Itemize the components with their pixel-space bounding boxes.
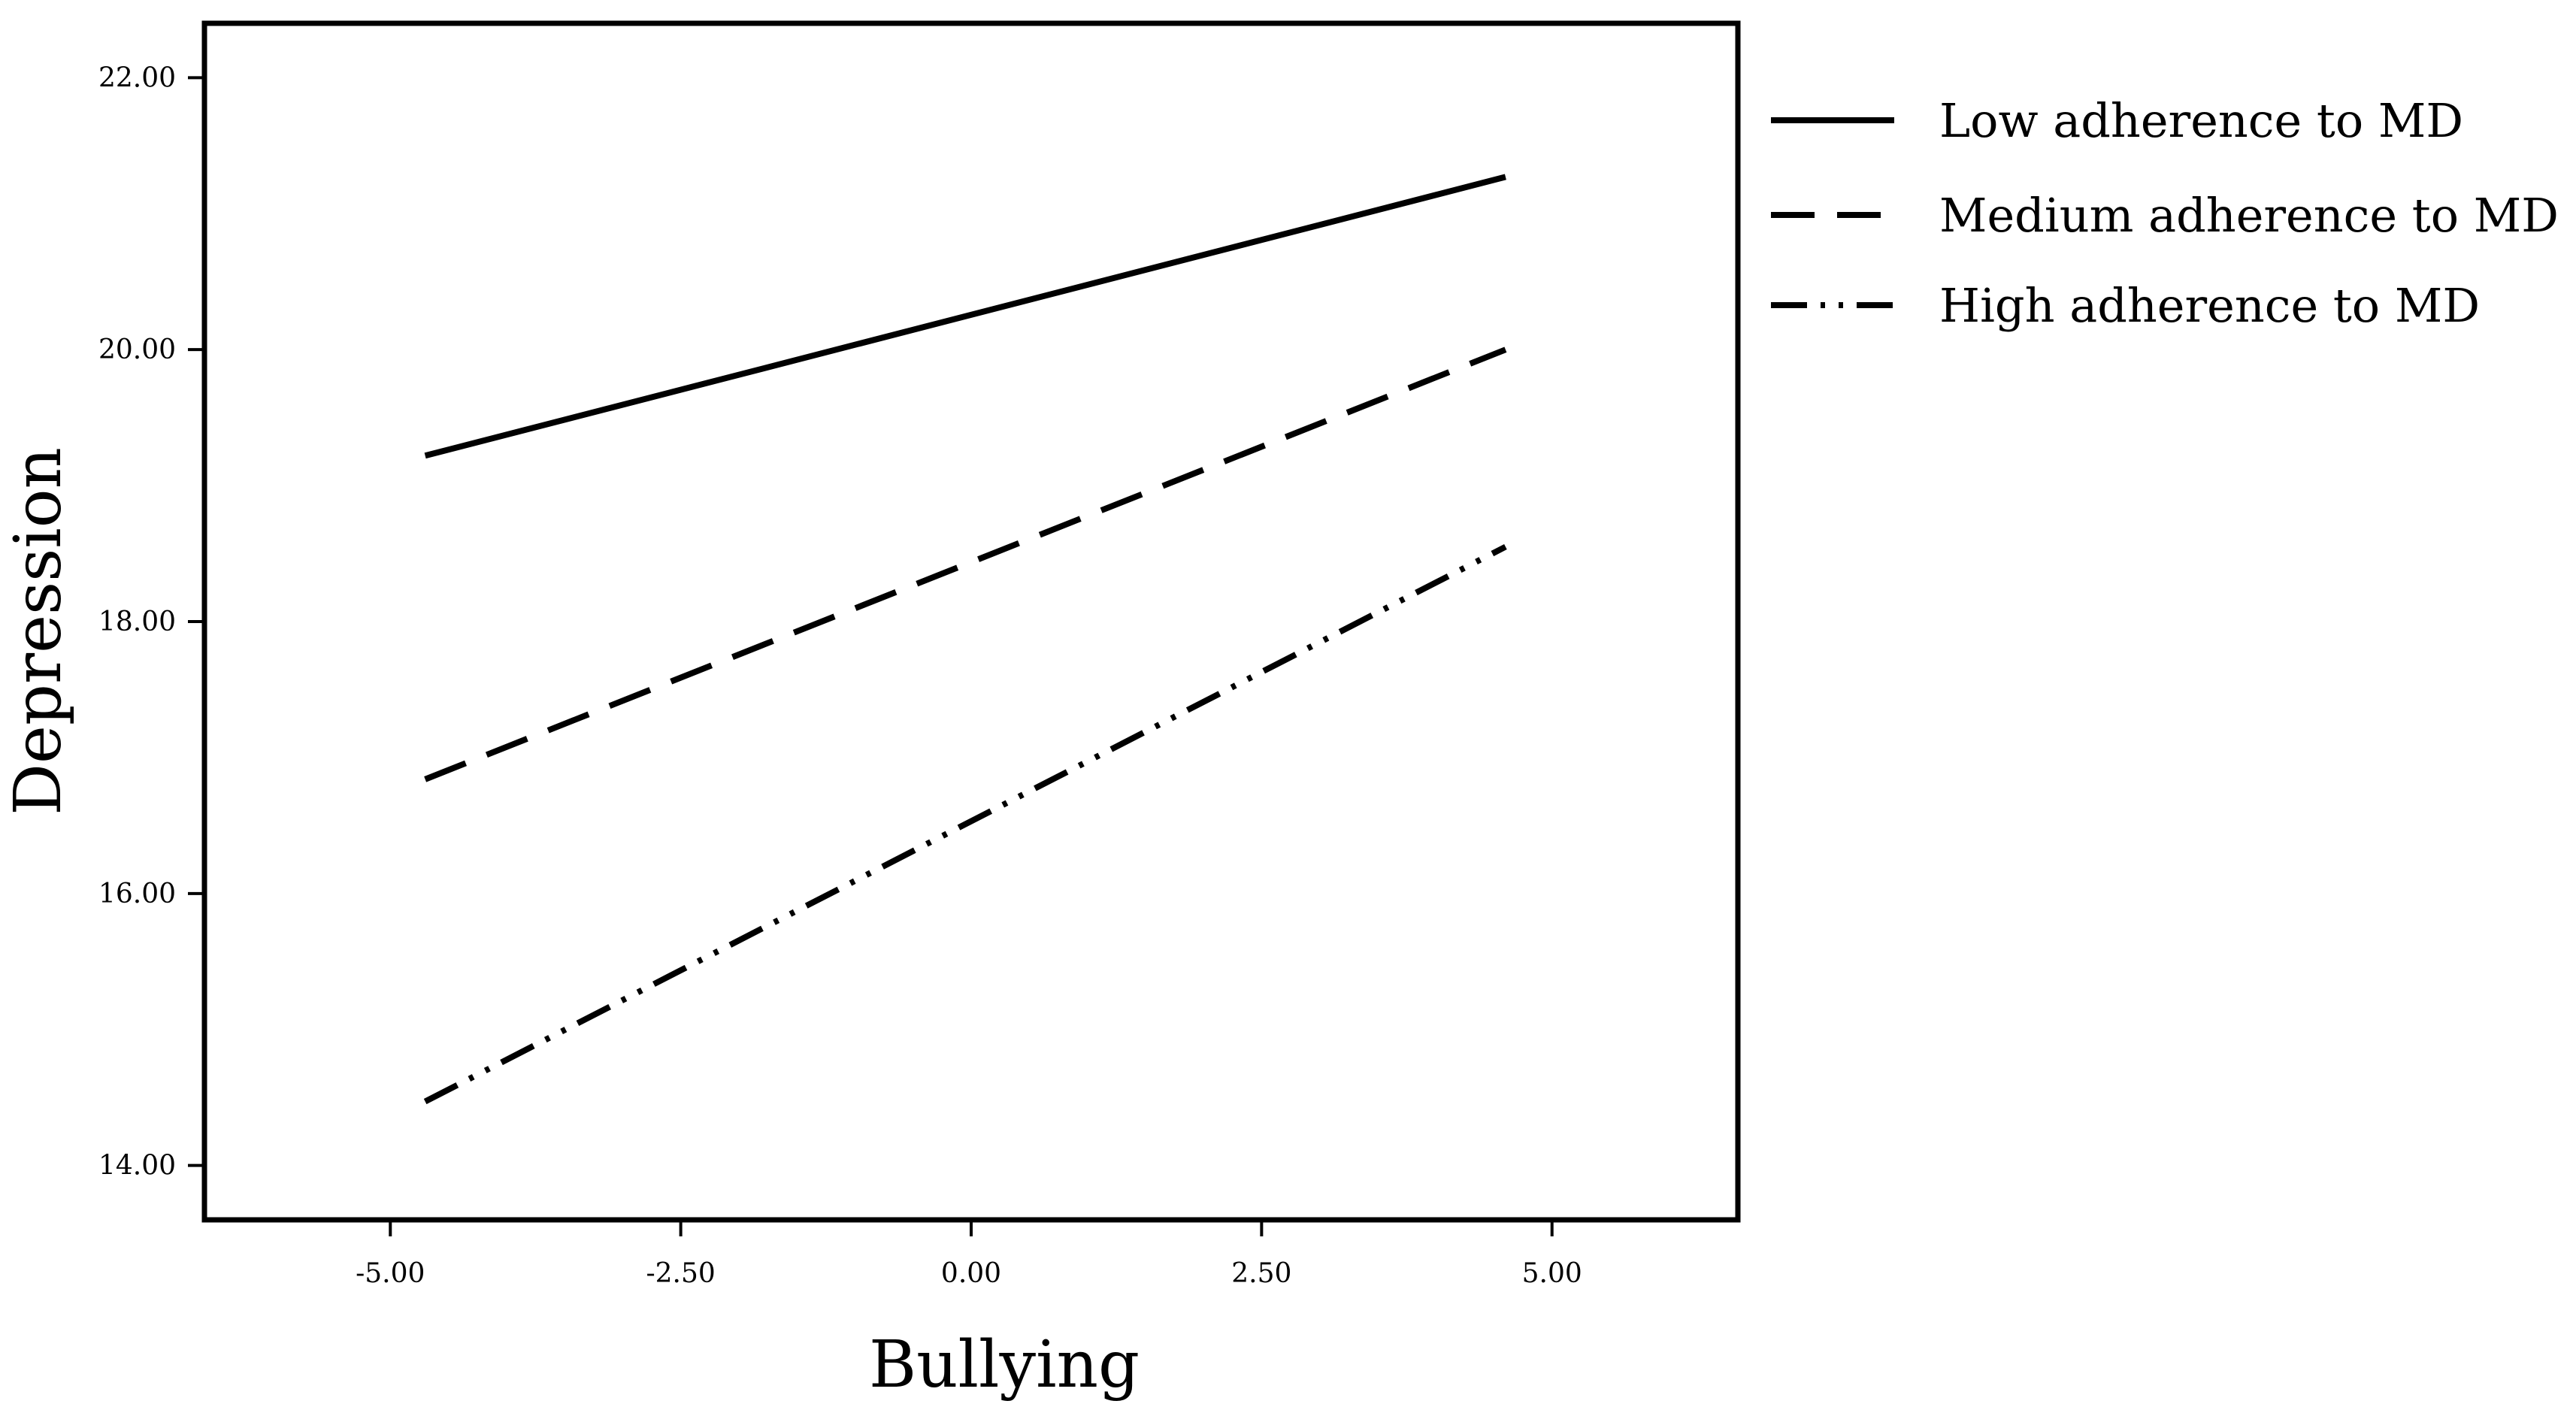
y-tick-label: 20.00 [98, 334, 176, 365]
legend-label: Low adherence to MD [1939, 93, 2463, 148]
x-tick-label: 2.50 [1231, 1258, 1291, 1289]
legend-label: High adherence to MD [1939, 278, 2480, 333]
x-tick-label: -2.50 [646, 1258, 715, 1289]
y-tick-label: 18.00 [98, 607, 176, 637]
y-axis-title: Depression [1, 447, 76, 815]
series-line-dash-dot-dot [423, 543, 1507, 1105]
x-axis: -5.00 -2.50 0.00 2.50 5.00 [356, 1220, 1582, 1289]
plot-frame [201, 20, 1741, 1223]
y-tick-label: 16.00 [98, 879, 176, 909]
series-line-dashed [424, 346, 1507, 782]
x-tick-label: 5.00 [1522, 1258, 1582, 1289]
x-tick-label: 0.00 [941, 1258, 1001, 1289]
legend: Low adherence to MD Medium adherence to M… [1771, 93, 2559, 333]
legend-label: Medium adherence to MD [1939, 188, 2559, 243]
y-tick-label: 22.00 [98, 62, 176, 93]
x-tick-label: -5.00 [356, 1258, 425, 1289]
y-tick-label: 14.00 [98, 1151, 176, 1182]
y-axis: 22.00 20.00 18.00 16.00 14.00 [98, 62, 204, 1182]
x-axis-title: Bullying [869, 1327, 1140, 1402]
series-line-solid [424, 174, 1506, 459]
series-lines [423, 174, 1507, 1105]
